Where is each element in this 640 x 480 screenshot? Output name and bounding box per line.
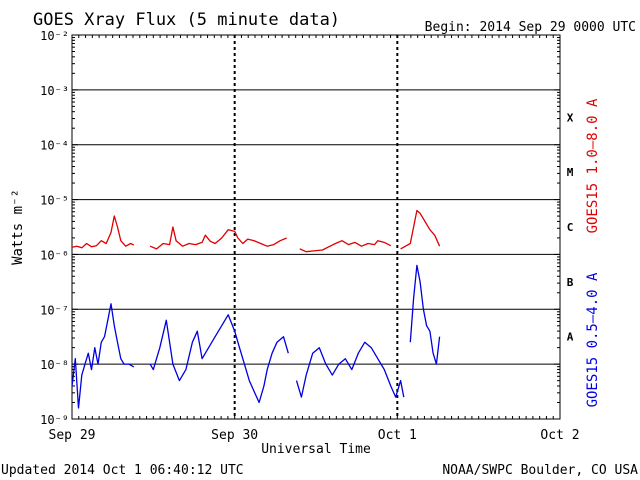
- y-tick-label: 10⁻⁸: [40, 358, 69, 372]
- legend-series-1: GOES15 1.0–8.0 A: [585, 98, 601, 233]
- series-1-line: [71, 215, 135, 249]
- series-1-line: [400, 209, 441, 250]
- x-tick-label: Sep 30: [211, 428, 258, 443]
- series-2-line: [149, 314, 289, 404]
- flare-class-label: C: [567, 221, 574, 234]
- flare-class-label: M: [567, 166, 574, 179]
- begin-timestamp: Begin: 2014 Sep 29 0000 UTC: [425, 20, 636, 35]
- series-1-line: [299, 240, 392, 253]
- series-2-line: [71, 303, 135, 409]
- y-tick-label: 10⁻⁷: [40, 303, 69, 317]
- flare-class-label: A: [567, 331, 574, 344]
- y-tick-label: 10⁻³: [40, 84, 69, 98]
- x-axis-label: Universal Time: [261, 442, 371, 457]
- y-tick-label: 10⁻⁵: [40, 194, 69, 208]
- x-axis-ticks: Sep 29 Sep 30 Oct 1 Oct 2: [49, 35, 580, 443]
- x-tick-label: Oct 1: [378, 428, 417, 443]
- series-1-line: [149, 226, 287, 250]
- flare-class-label: B: [567, 276, 574, 289]
- y-tick-label: 10⁻²: [40, 29, 69, 43]
- series-layer: [71, 209, 441, 409]
- y-axis-ticks: 10⁻² 10⁻³ 10⁻⁴ 10⁻⁵ 10⁻⁶ 10⁻⁷ 10⁻⁸ 10⁻⁹: [40, 29, 560, 427]
- grid-layer: [72, 35, 560, 419]
- y-tick-label: 10⁻⁴: [40, 139, 69, 153]
- series-2-line: [295, 341, 405, 398]
- series-2-line: [409, 264, 441, 365]
- flare-class-labels: X M C B A: [567, 111, 574, 343]
- plot-frame: [71, 34, 561, 420]
- x-tick-label: Sep 29: [49, 428, 96, 443]
- legend-series-2: GOES15 0.5–4.0 A: [585, 272, 601, 407]
- credit-text: NOAA/SWPC Boulder, CO USA: [442, 463, 638, 478]
- flare-class-label: X: [567, 111, 574, 124]
- y-tick-label: 10⁻⁶: [40, 248, 69, 262]
- updated-timestamp: Updated 2014 Oct 1 06:40:12 UTC: [1, 463, 244, 478]
- x-tick-label: Oct 2: [540, 428, 579, 443]
- chart-title: GOES Xray Flux (5 minute data): [33, 10, 340, 30]
- y-axis-label: Watts m⁻²: [10, 189, 26, 265]
- y-tick-label: 10⁻⁹: [40, 413, 69, 427]
